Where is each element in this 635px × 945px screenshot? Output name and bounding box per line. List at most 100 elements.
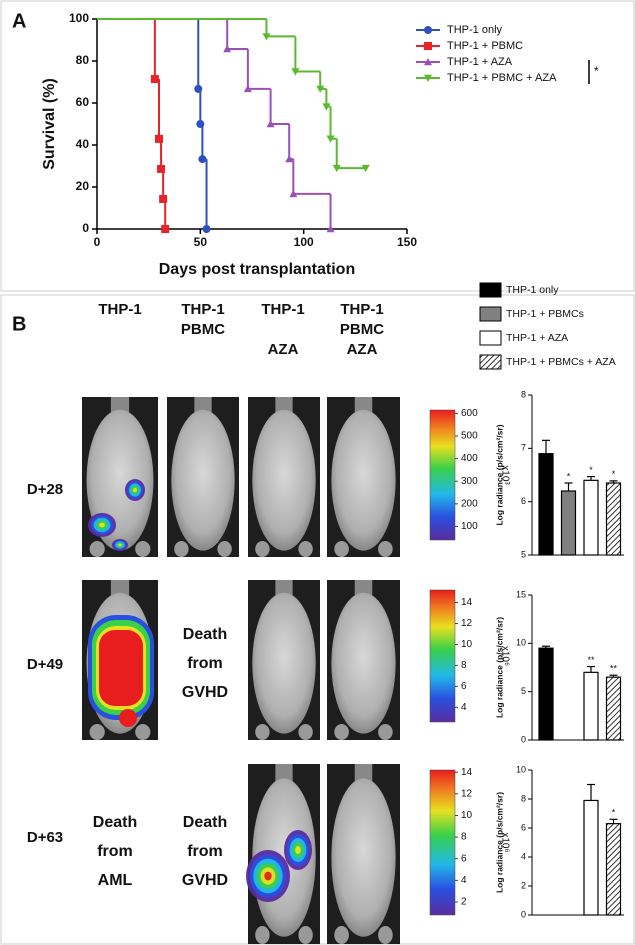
- y-tick-label: 0: [82, 221, 89, 235]
- panel-label: A: [12, 10, 26, 32]
- mouse-leg: [378, 541, 393, 557]
- marker: [155, 134, 163, 143]
- mouse-leg: [89, 541, 105, 557]
- colorbar-tick-label: 400: [461, 453, 478, 464]
- column-header: THP-1: [261, 301, 304, 318]
- death-note: GVHD: [182, 872, 228, 889]
- marker: [202, 225, 211, 233]
- colorbar-tick-label: 8: [461, 660, 467, 671]
- nose-cone: [354, 580, 373, 596]
- y-tick-label: 7: [521, 443, 526, 453]
- y-tick-label: 5: [521, 549, 526, 559]
- mouse-leg: [255, 926, 270, 944]
- row-label: D+28: [27, 481, 63, 498]
- colorbar-tick-label: 12: [461, 618, 473, 629]
- y-tick-label: 40: [76, 137, 90, 151]
- y-tick-label: 4: [521, 851, 526, 861]
- mouse-leg: [378, 724, 393, 740]
- signal-blob: [264, 871, 272, 881]
- legend-label: THP-1 + PBMC + AZA: [447, 72, 557, 84]
- y-tick-label: 0: [521, 909, 526, 919]
- colorbar-tick-label: 300: [461, 476, 478, 487]
- signal-area: [99, 630, 143, 706]
- nose-cone: [194, 397, 212, 413]
- marker: [196, 120, 205, 128]
- marker: [266, 120, 275, 128]
- mouse-leg: [135, 724, 151, 740]
- significance-label: *: [612, 808, 616, 818]
- colorbar-tick-label: 500: [461, 431, 478, 442]
- colorbar-tick-label: 10: [461, 639, 473, 650]
- mouse-leg: [135, 541, 151, 557]
- significance-label: *: [589, 465, 593, 475]
- nose-cone: [354, 764, 373, 782]
- nose-cone: [110, 580, 130, 596]
- marker: [424, 26, 432, 34]
- legend-label: THP-1 only: [506, 284, 559, 296]
- y-axis-title: Log radiance (p/s/cm²/sr): [494, 617, 504, 718]
- column-header: THP-1: [181, 301, 224, 318]
- mouse-leg: [378, 926, 393, 944]
- death-note: from: [97, 843, 133, 860]
- colorbar-multiplier: x10⁶: [499, 832, 510, 852]
- marker: [194, 84, 203, 93]
- marker: [424, 42, 432, 50]
- x-tick-label: 150: [397, 235, 417, 249]
- legend-label: THP-1 only: [447, 24, 503, 36]
- column-header: THP-1: [340, 301, 383, 318]
- column-header: PBMC: [181, 321, 225, 338]
- colorbar: [429, 769, 456, 916]
- bar: [560, 490, 577, 556]
- significance-label: **: [587, 655, 595, 665]
- legend-label: THP-1 + AZA: [506, 332, 568, 344]
- y-axis-title: Log radiance (p/s/cm²/sr): [494, 424, 504, 525]
- mouse-leg: [334, 541, 349, 557]
- nose-cone: [354, 397, 373, 413]
- mouse-body: [331, 592, 396, 734]
- mouse-body: [252, 409, 316, 551]
- y-tick-label: 0: [521, 734, 526, 744]
- death-note: Death: [183, 814, 227, 831]
- colorbar-tick-label: 600: [461, 408, 478, 419]
- column-header: AZA: [347, 341, 378, 358]
- colorbar-tick-label: 4: [461, 875, 467, 886]
- significance-label: *: [612, 469, 616, 479]
- mouse-body: [331, 778, 396, 937]
- colorbar-tick-label: 8: [461, 832, 467, 843]
- marker: [326, 135, 335, 143]
- colorbar-multiplier: x10³: [499, 465, 510, 485]
- death-note: AML: [98, 872, 133, 889]
- mouse-leg: [298, 724, 313, 740]
- y-tick-label: 6: [521, 496, 526, 506]
- y-tick-label: 20: [76, 179, 90, 193]
- x-tick-label: 100: [294, 235, 314, 249]
- y-tick-label: 8: [521, 793, 526, 803]
- legend-swatch: [479, 330, 502, 346]
- mouse-leg: [298, 541, 313, 557]
- colorbar-tick-label: 6: [461, 681, 467, 692]
- row-label: D+63: [27, 829, 63, 846]
- legend-swatch: [479, 354, 502, 370]
- legend-swatch: [479, 306, 502, 322]
- nose-cone: [275, 580, 293, 596]
- marker: [322, 103, 331, 111]
- death-note: from: [187, 843, 223, 860]
- x-axis-title: Days post transplantation: [159, 261, 355, 278]
- column-header: PBMC: [340, 321, 384, 338]
- colorbar-tick-label: 6: [461, 853, 467, 864]
- signal-blob: [118, 543, 122, 547]
- mouse-body: [252, 592, 316, 734]
- y-tick-label: 2: [521, 880, 526, 890]
- y-axis-title: Log radiance (p/s/cm²/sr): [494, 792, 504, 893]
- x-tick-label: 0: [94, 235, 101, 249]
- y-tick-label: 5: [521, 686, 526, 696]
- y-tick-label: 6: [521, 822, 526, 832]
- marker: [198, 155, 207, 164]
- marker: [161, 225, 170, 233]
- y-tick-label: 100: [69, 11, 89, 25]
- panel-label: B: [12, 313, 26, 335]
- colorbar-multiplier: x10⁶: [499, 646, 510, 666]
- colorbar-tick-label: 4: [461, 702, 467, 713]
- bar: [583, 799, 599, 916]
